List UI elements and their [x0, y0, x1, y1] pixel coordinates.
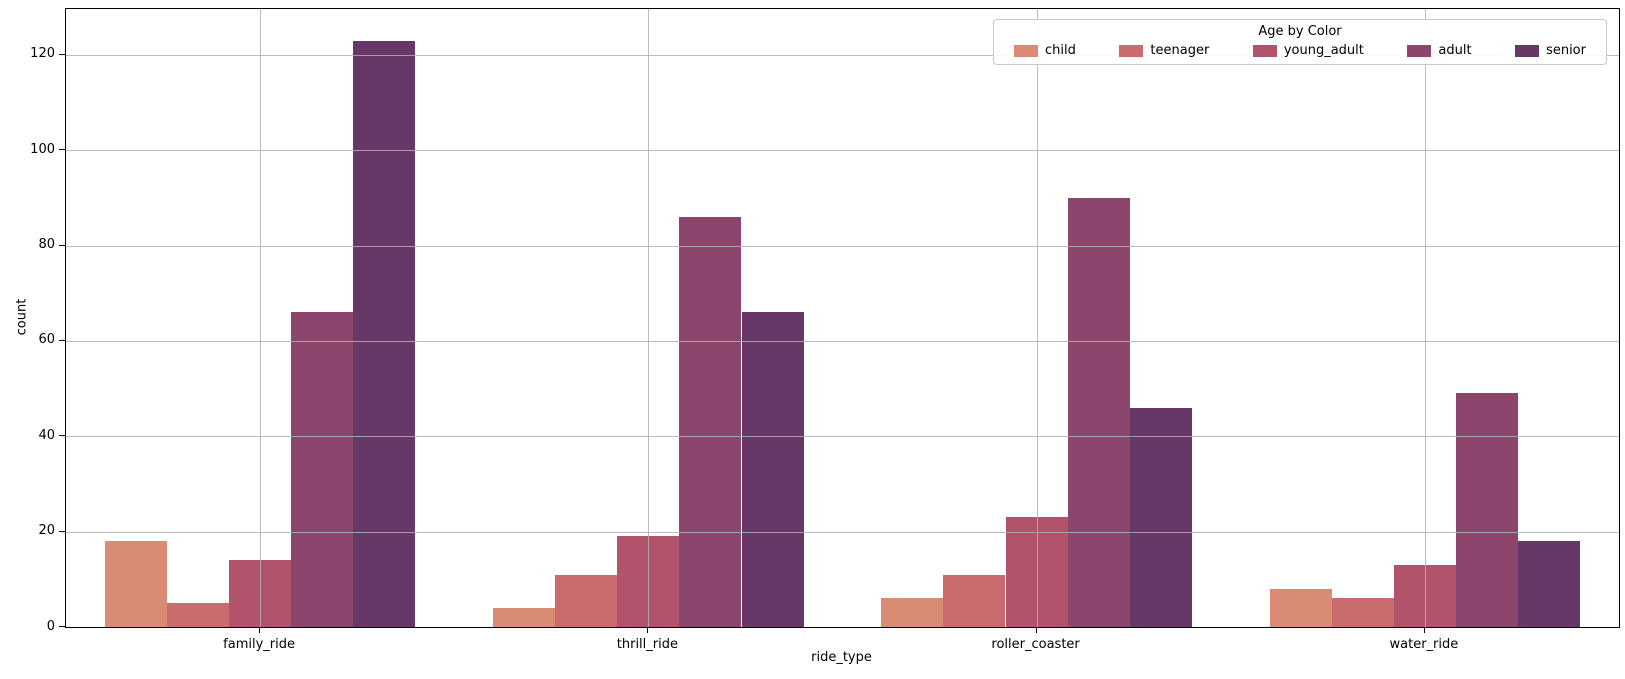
- gridline-y-20: [66, 531, 1619, 533]
- gridline-y-40: [66, 436, 1619, 438]
- legend-swatch-icon: [1252, 44, 1277, 57]
- y-tick-40: [59, 435, 65, 437]
- y-tick-120: [59, 53, 65, 55]
- x-tick-family_ride: [259, 627, 261, 633]
- gridline-y-100: [66, 150, 1619, 152]
- legend-label: young_adult: [1283, 43, 1364, 58]
- legend-swatch-icon: [1407, 44, 1432, 57]
- bar-adult-family_ride: [291, 312, 354, 627]
- gridline-x-water_ride: [1424, 9, 1426, 627]
- gridline-x-family_ride: [260, 9, 262, 627]
- bar-child-roller_coaster: [881, 598, 944, 627]
- legend-label: adult: [1438, 43, 1472, 58]
- legend-entry-adult: adult: [1407, 43, 1472, 58]
- y-tick-20: [59, 530, 65, 532]
- y-tick-label-0: 0: [46, 618, 55, 634]
- legend-label: teenager: [1150, 43, 1210, 58]
- x-axis-label: ride_type: [811, 650, 872, 665]
- legend-swatch-icon: [1014, 44, 1038, 57]
- x-tick-label-roller_coaster: roller_coaster: [991, 637, 1080, 652]
- legend-entry-child: child: [1014, 43, 1076, 58]
- bar-adult-water_ride: [1455, 393, 1518, 627]
- y-tick-0: [59, 626, 65, 627]
- bar-young_adult-water_ride: [1393, 565, 1456, 627]
- legend-row: child teenager young_adult adult senior: [1014, 43, 1586, 58]
- legend-label: senior: [1546, 43, 1586, 58]
- bar-senior-family_ride: [353, 40, 416, 627]
- y-tick-label-40: 40: [38, 427, 55, 443]
- bar-senior-thrill_ride: [741, 312, 804, 627]
- bar-teenager-family_ride: [166, 603, 229, 627]
- y-tick-label-80: 80: [38, 237, 55, 252]
- x-tick-label-family_ride: family_ride: [223, 637, 296, 652]
- y-tick-80: [59, 244, 65, 246]
- x-tick-water_ride: [1423, 627, 1425, 633]
- gridline-y-80: [66, 245, 1619, 247]
- y-tick-label-100: 100: [30, 141, 55, 157]
- x-tick-thrill_ride: [647, 627, 649, 633]
- gridline-y-60: [66, 340, 1619, 342]
- bar-teenager-roller_coaster: [943, 574, 1006, 627]
- y-tick-label-60: 60: [38, 332, 55, 348]
- bar-adult-roller_coaster: [1067, 197, 1130, 627]
- y-tick-label-20: 20: [38, 523, 55, 539]
- bar-child-family_ride: [104, 541, 167, 627]
- y-tick-100: [59, 149, 65, 151]
- bar-senior-water_ride: [1518, 541, 1581, 627]
- legend-swatch-icon: [1515, 44, 1540, 57]
- bar-child-thrill_ride: [493, 607, 556, 627]
- legend-title: Age by Color: [1258, 24, 1342, 39]
- gridline-y-120: [66, 54, 1619, 56]
- bar-child-water_ride: [1269, 588, 1332, 627]
- y-axis-label: count: [14, 298, 30, 336]
- plot-area: Age by Color child teenager young_adult adu…: [65, 8, 1620, 628]
- y-tick-label-120: 120: [30, 46, 55, 62]
- bar-young_adult-thrill_ride: [617, 536, 680, 627]
- bar-teenager-water_ride: [1331, 598, 1394, 627]
- legend-entry-teenager: teenager: [1119, 43, 1209, 58]
- bar-adult-thrill_ride: [679, 216, 742, 627]
- x-tick-roller_coaster: [1035, 627, 1037, 633]
- x-tick-label-water_ride: water_ride: [1389, 637, 1459, 652]
- legend: Age by Color child teenager young_adult adu…: [993, 19, 1607, 65]
- legend-label: child: [1045, 43, 1076, 58]
- bar-teenager-thrill_ride: [555, 574, 618, 627]
- legend-entry-young_adult: young_adult: [1252, 43, 1364, 58]
- x-tick-label-thrill_ride: thrill_ride: [616, 637, 678, 652]
- gridline-x-roller_coaster: [1036, 9, 1038, 627]
- y-tick-60: [59, 339, 65, 341]
- legend-swatch-icon: [1119, 44, 1144, 57]
- gridline-x-thrill_ride: [648, 9, 650, 627]
- legend-entry-senior: senior: [1515, 43, 1586, 58]
- bar-senior-roller_coaster: [1129, 407, 1192, 627]
